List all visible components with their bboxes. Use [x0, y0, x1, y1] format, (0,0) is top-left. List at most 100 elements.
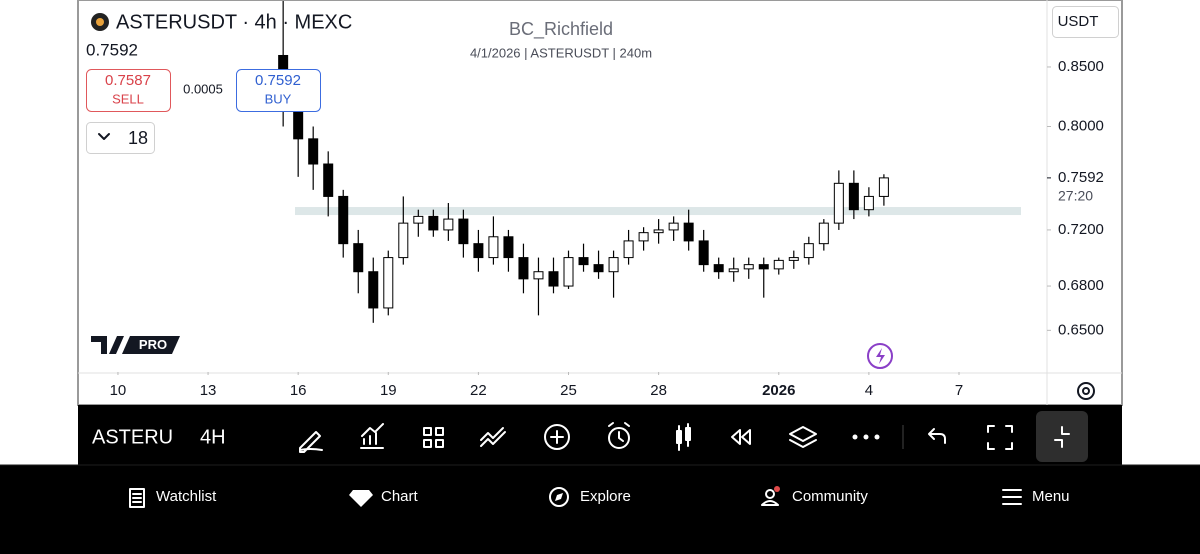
- alert-tool[interactable]: [608, 427, 630, 449]
- currency: USDT: [1058, 13, 1099, 30]
- layers-tool[interactable]: [789, 426, 817, 448]
- candle-body: [428, 215, 439, 231]
- explore-needle: [555, 493, 563, 501]
- more-dot[interactable]: [852, 434, 858, 440]
- candle-body: [383, 257, 394, 309]
- candle-body: [368, 271, 379, 309]
- menu-icon[interactable]: [1002, 489, 1022, 505]
- last-price: 0.7592: [86, 40, 138, 59]
- settings-icon[interactable]: [1077, 382, 1095, 400]
- candle-body: [788, 257, 799, 261]
- candle-body: [443, 218, 454, 231]
- x-tick-label: 2026: [762, 382, 795, 399]
- candle-body: [863, 195, 874, 211]
- candle-body: [488, 236, 499, 259]
- sell-price: 0.7587: [105, 72, 151, 89]
- toolbar-interval[interactable]: 4H: [200, 426, 226, 448]
- community-icon-body: [761, 500, 779, 506]
- crosshair-active[interactable]: [1036, 411, 1088, 462]
- explore-icon[interactable]: [549, 487, 569, 507]
- candle-body: [683, 222, 694, 242]
- x-tick-label: 19: [380, 382, 397, 399]
- settings-icon-core: [1082, 387, 1090, 395]
- buy-label: BUY: [265, 91, 292, 106]
- buy-button[interactable]: [236, 69, 321, 112]
- x-tick-label: 13: [200, 382, 217, 399]
- sell-button[interactable]: [86, 69, 171, 112]
- candle-body: [773, 259, 784, 270]
- nav-explore[interactable]: Explore: [580, 488, 631, 505]
- watchlist-icon[interactable]: [129, 488, 145, 508]
- candle-body: [803, 243, 814, 259]
- layouts-tool[interactable]: [423, 427, 444, 448]
- candle-body: [323, 163, 334, 197]
- candle-body: [353, 243, 364, 273]
- candle-body: [338, 195, 349, 245]
- candle-body: [593, 264, 604, 273]
- candle-body: [728, 268, 739, 273]
- candle-body: [848, 182, 859, 211]
- candle-body: [668, 222, 679, 231]
- nav-community[interactable]: Community: [792, 488, 868, 505]
- candle-body: [743, 264, 754, 270]
- candle-body: [548, 271, 559, 287]
- x-tick-label: 7: [955, 382, 963, 399]
- symbol-title[interactable]: ASTERUSDT · 4h · MEXC: [116, 11, 352, 33]
- currency-box[interactable]: [1052, 6, 1119, 38]
- candle-body: [623, 240, 634, 259]
- candle-body: [878, 177, 889, 197]
- buy-price: 0.7592: [255, 72, 301, 89]
- x-tick-label: 28: [650, 382, 667, 399]
- chart-icon[interactable]: [349, 490, 373, 507]
- candle-body: [638, 232, 649, 242]
- nav-menu[interactable]: Menu: [1032, 488, 1070, 505]
- nav-chart[interactable]: Chart: [381, 488, 419, 505]
- last-price-label: 0.7592: [1058, 169, 1104, 186]
- bar-style-tool[interactable]: [676, 423, 691, 451]
- candle-body: [758, 264, 769, 270]
- x-tick-label: 25: [560, 382, 577, 399]
- x-tick-label: 16: [290, 382, 307, 399]
- pro-badge: [122, 336, 180, 354]
- replay-tool[interactable]: [731, 429, 751, 445]
- tv-logo: [91, 336, 124, 354]
- chart-frame: [77, 0, 1123, 406]
- sell-label: SELL: [112, 91, 144, 106]
- y-tick-label: 0.7200: [1058, 221, 1104, 238]
- add-tool-plus: [550, 430, 564, 444]
- candle-body: [413, 215, 424, 224]
- candle-body: [608, 257, 619, 273]
- x-tick-label: 10: [110, 382, 127, 399]
- community-icon[interactable]: [765, 489, 775, 499]
- watermark-author: BC_Richfield: [509, 19, 613, 40]
- draw-tool[interactable]: [299, 431, 323, 453]
- fullscreen-tool[interactable]: [987, 425, 1013, 450]
- indicators-tool[interactable]: [360, 423, 384, 449]
- pro-label: PRO: [139, 337, 167, 352]
- candle-body: [308, 138, 319, 165]
- x-tick-label: 4: [865, 382, 873, 399]
- nav-watchlist[interactable]: Watchlist: [156, 488, 217, 505]
- countdown: 27:20: [1058, 188, 1093, 204]
- quantity-box[interactable]: [86, 122, 155, 154]
- bottom-nav: [0, 465, 1200, 554]
- candle-body: [833, 182, 844, 224]
- y-tick-label: 0.8500: [1058, 58, 1104, 75]
- symbol-icon-dot: [96, 18, 104, 26]
- compare-tool[interactable]: [480, 427, 506, 447]
- add-tool[interactable]: [544, 424, 570, 450]
- spread: 0.0005: [183, 81, 223, 96]
- alert-tool-hands: [608, 422, 630, 442]
- candle-body: [653, 229, 664, 234]
- more-dot: [863, 434, 869, 440]
- toolbar-symbol[interactable]: ASTERU: [92, 426, 173, 448]
- undo-tool[interactable]: [928, 428, 946, 444]
- more-dot: [874, 434, 880, 440]
- candle-body: [818, 222, 829, 245]
- x-tick-label: 22: [470, 382, 487, 399]
- plot-area: [278, 1, 1021, 323]
- candle-body: [578, 257, 589, 266]
- candle-body: [518, 257, 529, 280]
- quantity: 18: [128, 128, 148, 148]
